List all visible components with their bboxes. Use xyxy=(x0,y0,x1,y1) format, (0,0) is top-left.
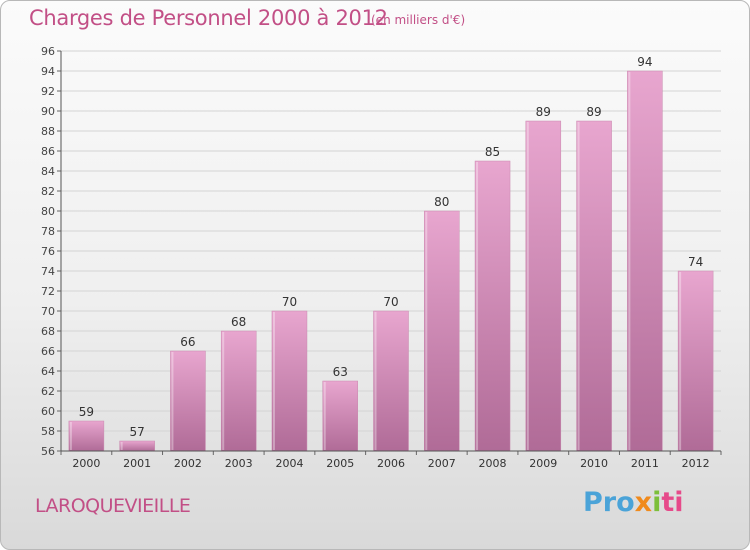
x-tick-label: 2012 xyxy=(682,457,710,470)
x-tick-label: 2003 xyxy=(225,457,253,470)
y-tick-label: 60 xyxy=(41,405,55,418)
data-label: 89 xyxy=(536,105,551,119)
y-tick-label: 56 xyxy=(41,445,55,458)
y-tick-label: 66 xyxy=(41,345,55,358)
y-tick-label: 72 xyxy=(41,285,55,298)
bar-highlight xyxy=(69,422,72,450)
x-tick-label: 2006 xyxy=(377,457,405,470)
bar xyxy=(424,210,460,452)
x-tick-label: 2011 xyxy=(631,457,659,470)
x-tick-label: 2009 xyxy=(529,457,557,470)
bar xyxy=(627,70,663,452)
bar-highlight xyxy=(222,332,225,450)
y-tick-label: 96 xyxy=(41,45,55,58)
bar xyxy=(68,420,105,452)
commune-name: LAROQUEVIEILLE xyxy=(35,495,191,517)
proxiti-logo: Proxiti xyxy=(583,487,684,518)
y-tick-label: 70 xyxy=(41,305,55,318)
chart-subtitle: (en milliers d'€) xyxy=(371,13,466,27)
x-tick-label: 2010 xyxy=(580,457,608,470)
bar-highlight xyxy=(120,442,123,450)
bar-highlight xyxy=(425,212,428,450)
y-tick-label: 86 xyxy=(41,145,55,158)
bar xyxy=(677,270,714,452)
bar-highlight xyxy=(526,122,529,450)
bar xyxy=(322,380,358,452)
y-tick-label: 78 xyxy=(41,225,55,238)
data-label: 63 xyxy=(333,365,348,379)
bar-highlight xyxy=(374,312,377,450)
data-label: 74 xyxy=(688,255,703,269)
bar xyxy=(220,330,257,452)
y-tick-label: 90 xyxy=(41,105,55,118)
data-label: 59 xyxy=(79,405,94,419)
logo-part: Pro xyxy=(583,487,635,518)
bar-highlight xyxy=(272,312,275,450)
bar xyxy=(119,440,155,452)
data-label: 57 xyxy=(130,425,145,439)
bar xyxy=(373,310,409,452)
chart-title: Charges de Personnel 2000 à 2012 xyxy=(29,6,388,30)
bar-highlight xyxy=(679,272,682,450)
logo-part: x xyxy=(634,487,653,518)
data-label: 66 xyxy=(180,335,195,349)
y-tick-label: 58 xyxy=(41,425,55,438)
bar-highlight xyxy=(323,382,326,450)
y-tick-label: 92 xyxy=(41,85,55,98)
x-tick-label: 2004 xyxy=(275,457,303,470)
y-tick-label: 84 xyxy=(41,165,55,178)
bar-highlight xyxy=(476,162,479,450)
data-label: 89 xyxy=(586,105,601,119)
logo-part: i xyxy=(652,487,662,518)
bar-highlight xyxy=(577,122,580,450)
data-label: 94 xyxy=(637,55,652,69)
y-tick-label: 76 xyxy=(41,245,55,258)
y-tick-label: 74 xyxy=(41,265,55,278)
data-label: 85 xyxy=(485,145,500,159)
y-tick-label: 88 xyxy=(41,125,55,138)
x-tick-label: 2002 xyxy=(174,457,202,470)
data-label: 80 xyxy=(434,195,449,209)
bar-highlight xyxy=(171,352,174,450)
bar-highlight xyxy=(628,72,631,450)
data-label: 70 xyxy=(282,295,297,309)
bar xyxy=(474,160,511,452)
y-tick-label: 68 xyxy=(41,325,55,338)
bar xyxy=(271,310,308,452)
x-tick-label: 2005 xyxy=(326,457,354,470)
x-tick-label: 2001 xyxy=(123,457,151,470)
logo-part: ti xyxy=(661,487,684,518)
y-tick-label: 64 xyxy=(41,365,55,378)
bar xyxy=(525,120,562,452)
data-label: 68 xyxy=(231,315,246,329)
bar xyxy=(170,350,206,452)
y-tick-label: 80 xyxy=(41,205,55,218)
x-tick-label: 2007 xyxy=(428,457,456,470)
x-tick-label: 2000 xyxy=(72,457,100,470)
bar xyxy=(576,120,612,452)
data-label: 70 xyxy=(383,295,398,309)
y-tick-label: 94 xyxy=(41,65,55,78)
y-tick-label: 82 xyxy=(41,185,55,198)
y-tick-label: 62 xyxy=(41,385,55,398)
x-tick-label: 2008 xyxy=(479,457,507,470)
